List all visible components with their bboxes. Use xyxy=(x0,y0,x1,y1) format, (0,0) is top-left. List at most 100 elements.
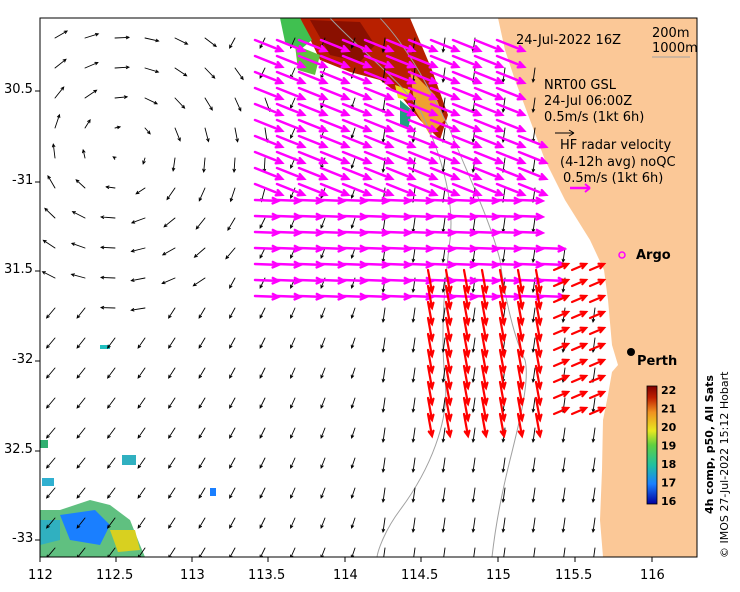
perth-label: Perth xyxy=(637,354,677,369)
radar-arrow xyxy=(363,70,395,85)
x-tick-label: 115.5 xyxy=(555,568,593,583)
model-arrow xyxy=(229,457,236,469)
radar-arrow-coastal xyxy=(444,300,453,327)
model-arrow xyxy=(106,457,116,469)
model-arrow xyxy=(381,517,386,534)
x-tick-label: 115 xyxy=(486,568,511,583)
radar-arrow xyxy=(253,70,285,85)
radar-arrow xyxy=(451,182,483,197)
radar-arrow xyxy=(451,70,483,85)
radar-arrow-coastal xyxy=(444,380,453,407)
model-arrow xyxy=(168,337,176,349)
model-arrow xyxy=(84,61,99,69)
radar-arrow-coastal xyxy=(570,310,589,320)
radar-arrow-coastal xyxy=(534,396,543,423)
model-arrow xyxy=(259,457,266,469)
axis-tick-marks xyxy=(35,90,653,562)
model-arrow xyxy=(76,547,86,557)
model-arrow xyxy=(591,307,596,324)
model-arrow xyxy=(350,127,356,139)
radar-arrow xyxy=(253,86,285,101)
model-arrow xyxy=(259,367,266,379)
model-arrow xyxy=(229,397,236,409)
model-arrow xyxy=(381,367,386,384)
contour-legend-200: 200m xyxy=(652,26,689,41)
model-arrow xyxy=(137,367,146,379)
radar-arrow-coastal xyxy=(462,412,471,439)
radar-arrow-coastal xyxy=(552,278,571,288)
radar-arrow xyxy=(341,118,373,133)
model-arrow xyxy=(135,187,146,195)
model-arrow xyxy=(441,67,446,84)
radar-arrow-coastal xyxy=(552,342,571,352)
model-arrow xyxy=(229,337,236,349)
radar-arrow-coastal xyxy=(462,316,471,343)
radar-arrow xyxy=(275,38,307,53)
radar-arrow-coastal xyxy=(588,294,607,304)
radar-arrow-coastal xyxy=(444,396,453,423)
model-arrow xyxy=(130,307,146,312)
radar-arrow-coastal xyxy=(498,412,507,439)
radar-arrow-coastal xyxy=(588,310,607,320)
model-arrow xyxy=(381,307,386,324)
model-arrow xyxy=(42,239,56,249)
model-arrow xyxy=(441,247,446,264)
radar-arrow-coastal xyxy=(570,262,589,272)
radar-arrow xyxy=(451,38,483,53)
model-arrow xyxy=(137,487,146,499)
model-arrow xyxy=(198,307,206,319)
model-arrow xyxy=(84,32,100,39)
model-arrow xyxy=(168,427,176,439)
radar-arrow xyxy=(451,166,483,181)
radar-arrow-coastal xyxy=(588,278,607,288)
radar-arrow xyxy=(319,150,351,165)
model-arrow xyxy=(171,157,176,172)
radar-arrow-coastal xyxy=(426,300,435,327)
radar-arrow xyxy=(451,102,483,117)
radar-arrow-coastal xyxy=(552,262,571,272)
radar-arrow xyxy=(407,182,439,197)
radar-arrow-coastal xyxy=(552,326,571,336)
model-arrow xyxy=(441,457,446,474)
radar-arrow xyxy=(297,70,329,85)
radar-arrow-coastal xyxy=(462,396,471,423)
radar-arrow xyxy=(319,70,351,85)
model-arrow xyxy=(204,67,216,79)
model-arrow xyxy=(471,517,476,534)
radar-arrow-coastal xyxy=(570,326,589,336)
model-arrow xyxy=(591,427,596,444)
radar-arrow-coastal xyxy=(534,364,543,391)
model-arrow xyxy=(350,427,356,439)
model-arrow xyxy=(350,457,356,469)
model-arrow xyxy=(106,517,116,529)
model-arrow xyxy=(531,337,536,354)
perth-marker xyxy=(627,348,635,356)
radar-arrow-coastal xyxy=(534,380,543,407)
model-arrow xyxy=(163,217,176,228)
x-tick-label: 114 xyxy=(333,568,358,583)
radar-arrow xyxy=(429,38,461,53)
radar-arrow xyxy=(385,70,417,85)
radar-arrow-coastal xyxy=(426,396,435,423)
radar-arrow xyxy=(253,134,285,149)
radar-arrow-coastal xyxy=(516,284,525,311)
radar-arrow-coastal xyxy=(534,332,543,359)
model-arrow xyxy=(411,487,416,504)
radar-arrow-coastal xyxy=(498,300,507,327)
model-arrow xyxy=(71,211,86,219)
model-arrow xyxy=(441,487,446,504)
model-arrow xyxy=(381,427,386,444)
sst-colorbar: 22 21 20 19 18 17 16 xyxy=(646,384,677,508)
model-arrow xyxy=(45,487,56,499)
model-arrow xyxy=(320,367,326,379)
model-arrow xyxy=(105,185,116,189)
model-arrow xyxy=(471,487,476,504)
model-arrow xyxy=(561,457,566,474)
model-arrow xyxy=(168,367,176,379)
radar-arrow-coastal xyxy=(534,316,543,343)
model-arrow xyxy=(76,517,86,529)
radar-arrow xyxy=(407,166,439,181)
argo-label: Argo xyxy=(636,248,671,263)
model-arrow xyxy=(471,427,476,444)
radar-arrow xyxy=(363,150,395,165)
